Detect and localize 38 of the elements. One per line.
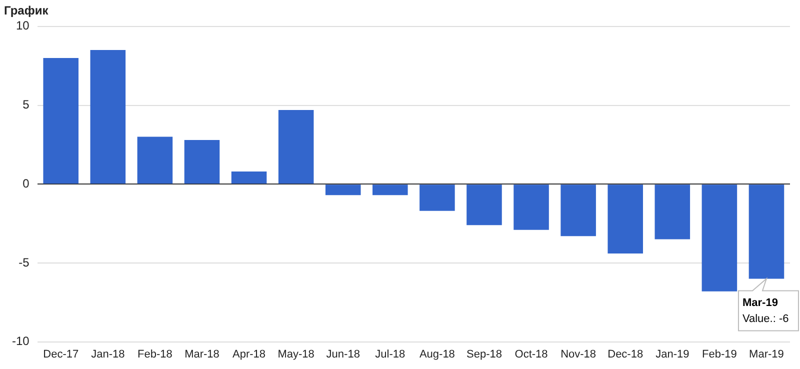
x-tick-label: Oct-18 — [514, 348, 548, 360]
bar — [90, 50, 126, 184]
bar — [514, 184, 549, 230]
chart-title: График — [4, 4, 50, 18]
bar — [654, 184, 690, 240]
x-tick-label: Feb-18 — [138, 348, 172, 360]
y-tick-label: 0 — [22, 176, 30, 190]
bar — [231, 171, 267, 184]
bar — [184, 140, 220, 184]
x-tick-label: Jul-18 — [375, 348, 406, 360]
y-tick-label: -5 — [18, 255, 30, 270]
y-tick-label: 10 — [16, 18, 30, 33]
x-tick-label: Jun-18 — [326, 348, 360, 360]
bar — [560, 184, 596, 236]
x-tick-label: Sep-18 — [466, 348, 502, 360]
x-tick-label: May-18 — [278, 348, 314, 360]
x-tick-label: Jan-19 — [656, 348, 690, 360]
bar — [608, 184, 643, 254]
bar — [466, 184, 502, 226]
x-tick-label: Dec-17 — [43, 348, 79, 360]
bar — [137, 136, 173, 184]
annotation: Mar-19 Value.: -6 — [742, 296, 789, 325]
x-tick-label: Apr-18 — [232, 348, 266, 360]
bar — [43, 58, 79, 184]
x-tick-label: Jan-18 — [91, 348, 125, 360]
bar — [372, 184, 408, 196]
x-tick-label: Mar-18 — [184, 348, 220, 360]
bar — [702, 184, 738, 292]
bar — [278, 110, 314, 184]
bar — [325, 184, 361, 196]
x-tick-label: Aug-18 — [419, 348, 455, 360]
x-tick-label: Nov-18 — [560, 348, 596, 360]
x-tick-label: Feb-19 — [702, 348, 737, 360]
x-tick-label: Dec-18 — [608, 348, 644, 360]
x-tick-label: Mar-19 — [749, 348, 784, 360]
y-tick-label: -10 — [12, 334, 30, 348]
bar — [420, 184, 455, 211]
y-tick-label: 5 — [22, 98, 30, 112]
